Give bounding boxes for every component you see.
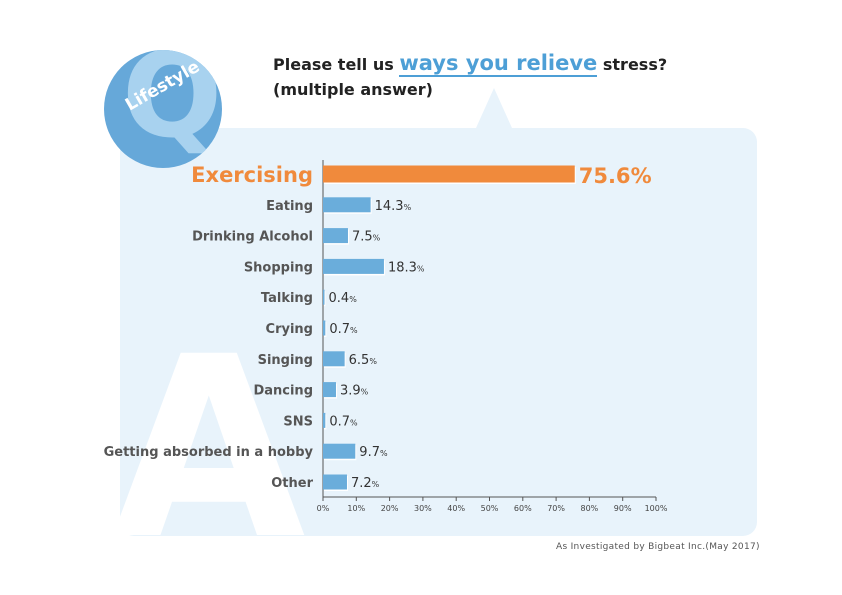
x-tick-label: 50% — [481, 504, 499, 513]
source-note: As Investigated by Bigbeat Inc.(May 2017… — [556, 542, 760, 552]
value-label: 0.7% — [329, 414, 358, 429]
category-label: SNS — [283, 414, 313, 429]
bar-drinking-alcohol — [323, 228, 348, 244]
value-label: 7.2% — [351, 476, 380, 491]
category-label: Eating — [266, 199, 313, 214]
category-label: Getting absorbed in a hobby — [104, 445, 314, 460]
bar-crying — [323, 320, 326, 336]
x-tick-label: 90% — [614, 504, 632, 513]
x-tick-label: 100% — [645, 504, 668, 513]
x-tick-label: 80% — [581, 504, 599, 513]
title-prefix: Please tell us — [273, 55, 400, 74]
value-label: 0.7% — [329, 322, 358, 337]
x-tick-label: 60% — [514, 504, 532, 513]
value-label: 18.3% — [388, 260, 425, 275]
value-label: 14.3% — [375, 199, 412, 214]
bar-shadow — [324, 291, 326, 307]
category-label: Singing — [258, 353, 313, 368]
category-label: Drinking Alcohol — [192, 230, 313, 245]
category-label: Exercising — [191, 163, 313, 187]
value-label: 75.6% — [579, 164, 652, 188]
category-label: Dancing — [253, 384, 313, 399]
question-subtitle: (multiple answer) — [273, 80, 433, 99]
question-title: Please tell us ways you relieve stress? — [273, 48, 667, 80]
x-tick-label: 0% — [317, 504, 330, 513]
category-label: Shopping — [244, 260, 313, 275]
bar-other — [323, 474, 347, 490]
bar-dancing — [323, 382, 336, 398]
panel-pointer — [476, 88, 512, 128]
question-letter: Q — [122, 50, 222, 164]
category-label: Talking — [261, 291, 313, 306]
x-tick-label: 30% — [414, 504, 432, 513]
value-label: 3.9% — [340, 384, 369, 399]
x-tick-label: 20% — [381, 504, 399, 513]
bar-exercising — [323, 165, 575, 183]
value-label: 7.5% — [352, 230, 381, 245]
category-label: Other — [271, 476, 313, 491]
title-suffix: stress? — [597, 55, 668, 74]
bar-shopping — [323, 258, 384, 274]
bar-talking — [323, 289, 325, 305]
x-tick-label: 10% — [347, 504, 365, 513]
answer-letter: A — [112, 303, 305, 594]
question-badge: Q Lifestyle — [104, 50, 222, 168]
answer-panel — [120, 128, 757, 536]
bar-getting-absorbed-in-a-hobby — [323, 443, 356, 459]
value-label: 0.4% — [329, 291, 358, 306]
category-label: Crying — [266, 322, 313, 337]
x-tick-label: 40% — [447, 504, 465, 513]
value-label: 9.7% — [359, 445, 388, 460]
value-label: 6.5% — [349, 353, 378, 368]
x-tick-label: 70% — [547, 504, 565, 513]
bar-singing — [323, 351, 345, 367]
bar-sns — [323, 412, 326, 428]
title-highlight: ways you relieve — [399, 51, 598, 77]
bar-eating — [323, 197, 371, 213]
